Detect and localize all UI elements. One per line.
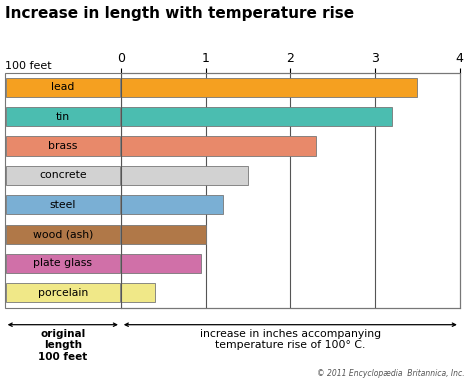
Text: wood (ash): wood (ash) — [33, 229, 93, 239]
Text: brass: brass — [48, 141, 77, 151]
FancyBboxPatch shape — [6, 195, 120, 214]
Text: original
length
100 feet: original length 100 feet — [38, 329, 87, 362]
Bar — [121, 107, 392, 126]
Bar — [121, 254, 201, 273]
Bar — [121, 283, 155, 303]
FancyBboxPatch shape — [6, 225, 120, 244]
Text: steel: steel — [50, 200, 76, 210]
FancyBboxPatch shape — [6, 283, 120, 303]
Text: porcelain: porcelain — [37, 288, 88, 298]
Bar — [121, 136, 316, 155]
Text: lead: lead — [51, 82, 74, 92]
Text: © 2011 Encyclopædia  Britannica, Inc.: © 2011 Encyclopædia Britannica, Inc. — [317, 369, 465, 378]
Bar — [121, 225, 206, 244]
FancyBboxPatch shape — [6, 136, 120, 155]
FancyBboxPatch shape — [6, 166, 120, 185]
FancyBboxPatch shape — [6, 107, 120, 126]
Text: Increase in length with temperature rise: Increase in length with temperature rise — [5, 6, 354, 21]
Bar — [121, 195, 223, 214]
FancyBboxPatch shape — [6, 254, 120, 273]
Text: 100 feet: 100 feet — [5, 61, 51, 71]
Bar — [121, 166, 248, 185]
Text: concrete: concrete — [39, 170, 87, 180]
Text: plate glass: plate glass — [33, 259, 92, 269]
Text: increase in inches accompanying
temperature rise of 100° C.: increase in inches accompanying temperat… — [200, 329, 381, 350]
Bar — [121, 78, 418, 97]
Text: tin: tin — [56, 112, 70, 121]
FancyBboxPatch shape — [6, 78, 120, 97]
